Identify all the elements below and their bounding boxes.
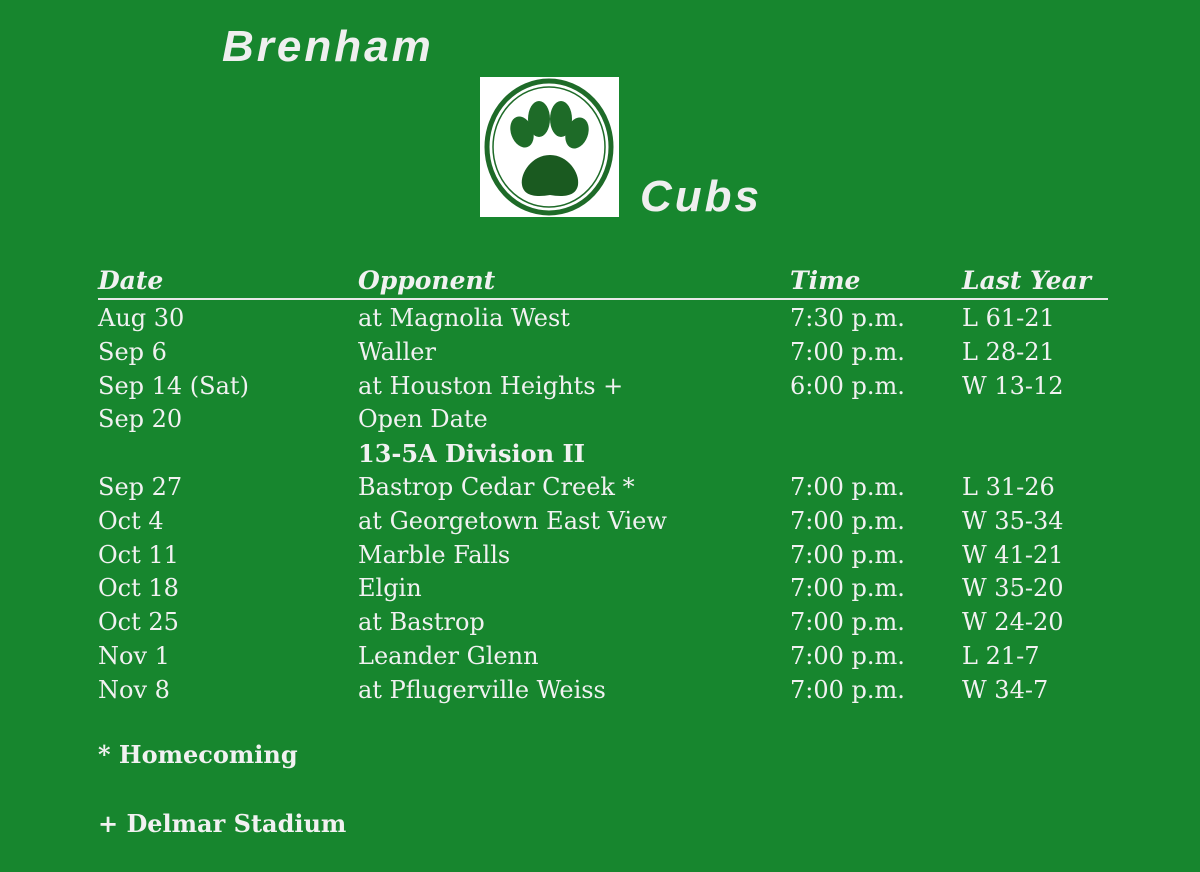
cell-opponent: Waller (358, 337, 436, 366)
title-brenham: Brenham (222, 22, 434, 71)
cell-opponent: at Georgetown East View (358, 506, 667, 535)
cell-time: 7:00 p.m. (790, 473, 905, 501)
cell-time: 7:00 p.m. (790, 574, 905, 603)
cell-last-year: W 35-34 (962, 506, 1064, 535)
cell-last-year: W 34-7 (962, 675, 1049, 704)
cell-last-year: W 35-20 (962, 574, 1064, 603)
table-row: Oct 11 Marble Falls 7:00 p.m. W 41-21 (0, 541, 1200, 575)
cell-opponent: at Pflugerville Weiss (358, 675, 606, 704)
table-row: Aug 30 at Magnolia West 7:30 p.m. L 61-21 (0, 304, 1200, 338)
paw-print-logo-icon (480, 77, 619, 217)
cell-opponent: Bastrop Cedar Creek * (358, 473, 635, 501)
header-divider (98, 298, 1108, 300)
cell-last-year: W 13-12 (962, 371, 1064, 400)
note-stadium: + Delmar Stadium (98, 809, 347, 838)
cell-time: 7:00 p.m. (790, 337, 905, 366)
cell-time: 6:00 p.m. (790, 371, 905, 400)
note-homecoming: * Homecoming (98, 740, 298, 769)
cell-date: Sep 27 (98, 473, 183, 501)
cell-opponent: Elgin (358, 574, 422, 603)
cell-last-year: L 28-21 (962, 337, 1055, 366)
cell-date: Aug 30 (98, 304, 185, 332)
cell-opponent: Marble Falls (358, 540, 511, 569)
column-header-date: Date (98, 266, 164, 295)
title-cubs: Cubs (640, 172, 762, 221)
table-row: Sep 20 Open Date (0, 405, 1200, 439)
cell-opponent: at Houston Heights + (358, 371, 624, 400)
cell-date: Sep 14 (Sat) (98, 371, 249, 400)
cell-opponent: at Bastrop (358, 608, 485, 637)
cell-time: 7:00 p.m. (790, 540, 905, 569)
cell-time: 7:00 p.m. (790, 675, 905, 704)
cell-date: Sep 20 (98, 405, 183, 434)
table-row: Sep 6 Waller 7:00 p.m. L 28-21 (0, 338, 1200, 372)
cell-last-year: L 61-21 (962, 304, 1055, 332)
division-heading-row: 13-5A Division II (0, 439, 1200, 473)
cell-time: 7:30 p.m. (790, 304, 905, 332)
cell-date: Nov 1 (98, 642, 170, 670)
cell-date: Sep 6 (98, 337, 167, 366)
cell-date: Oct 4 (98, 506, 164, 535)
table-row: Oct 4 at Georgetown East View 7:00 p.m. W 3… (0, 507, 1200, 541)
cell-last-year: W 24-20 (962, 608, 1064, 637)
cell-time: 7:00 p.m. (790, 608, 905, 637)
cell-opponent: at Magnolia West (358, 304, 570, 332)
cell-last-year: L 21-7 (962, 642, 1040, 670)
cell-opponent: Open Date (358, 405, 488, 434)
cell-date: Oct 18 (98, 574, 179, 603)
table-row: Oct 25 at Bastrop 7:00 p.m. W 24-20 (0, 608, 1200, 642)
table-row: Sep 27 Bastrop Cedar Creek * 7:00 p.m. L 31… (0, 473, 1200, 507)
cell-opponent: Leander Glenn (358, 642, 539, 670)
cell-time: 7:00 p.m. (790, 506, 905, 535)
cell-date: Nov 8 (98, 675, 170, 704)
cell-last-year: L 31-26 (962, 473, 1055, 501)
cell-last-year: W 41-21 (962, 540, 1064, 569)
column-header-last-year: Last Year (962, 266, 1092, 295)
column-header-opponent: Opponent (358, 266, 496, 295)
table-row: Nov 8 at Pflugerville Weiss 7:00 p.m. W 34-… (0, 676, 1200, 710)
cell-date: Oct 11 (98, 540, 179, 569)
cell-opponent: 13-5A Division II (358, 439, 585, 469)
cell-date: Oct 25 (98, 608, 179, 637)
table-row: Sep 14 (Sat) at Houston Heights + 6:00 p.m… (0, 372, 1200, 406)
table-row: Oct 18 Elgin 7:00 p.m. W 35-20 (0, 574, 1200, 608)
cell-time: 7:00 p.m. (790, 642, 905, 670)
column-header-time: Time (790, 266, 861, 295)
table-row: Nov 1 Leander Glenn 7:00 p.m. L 21-7 (0, 642, 1200, 676)
